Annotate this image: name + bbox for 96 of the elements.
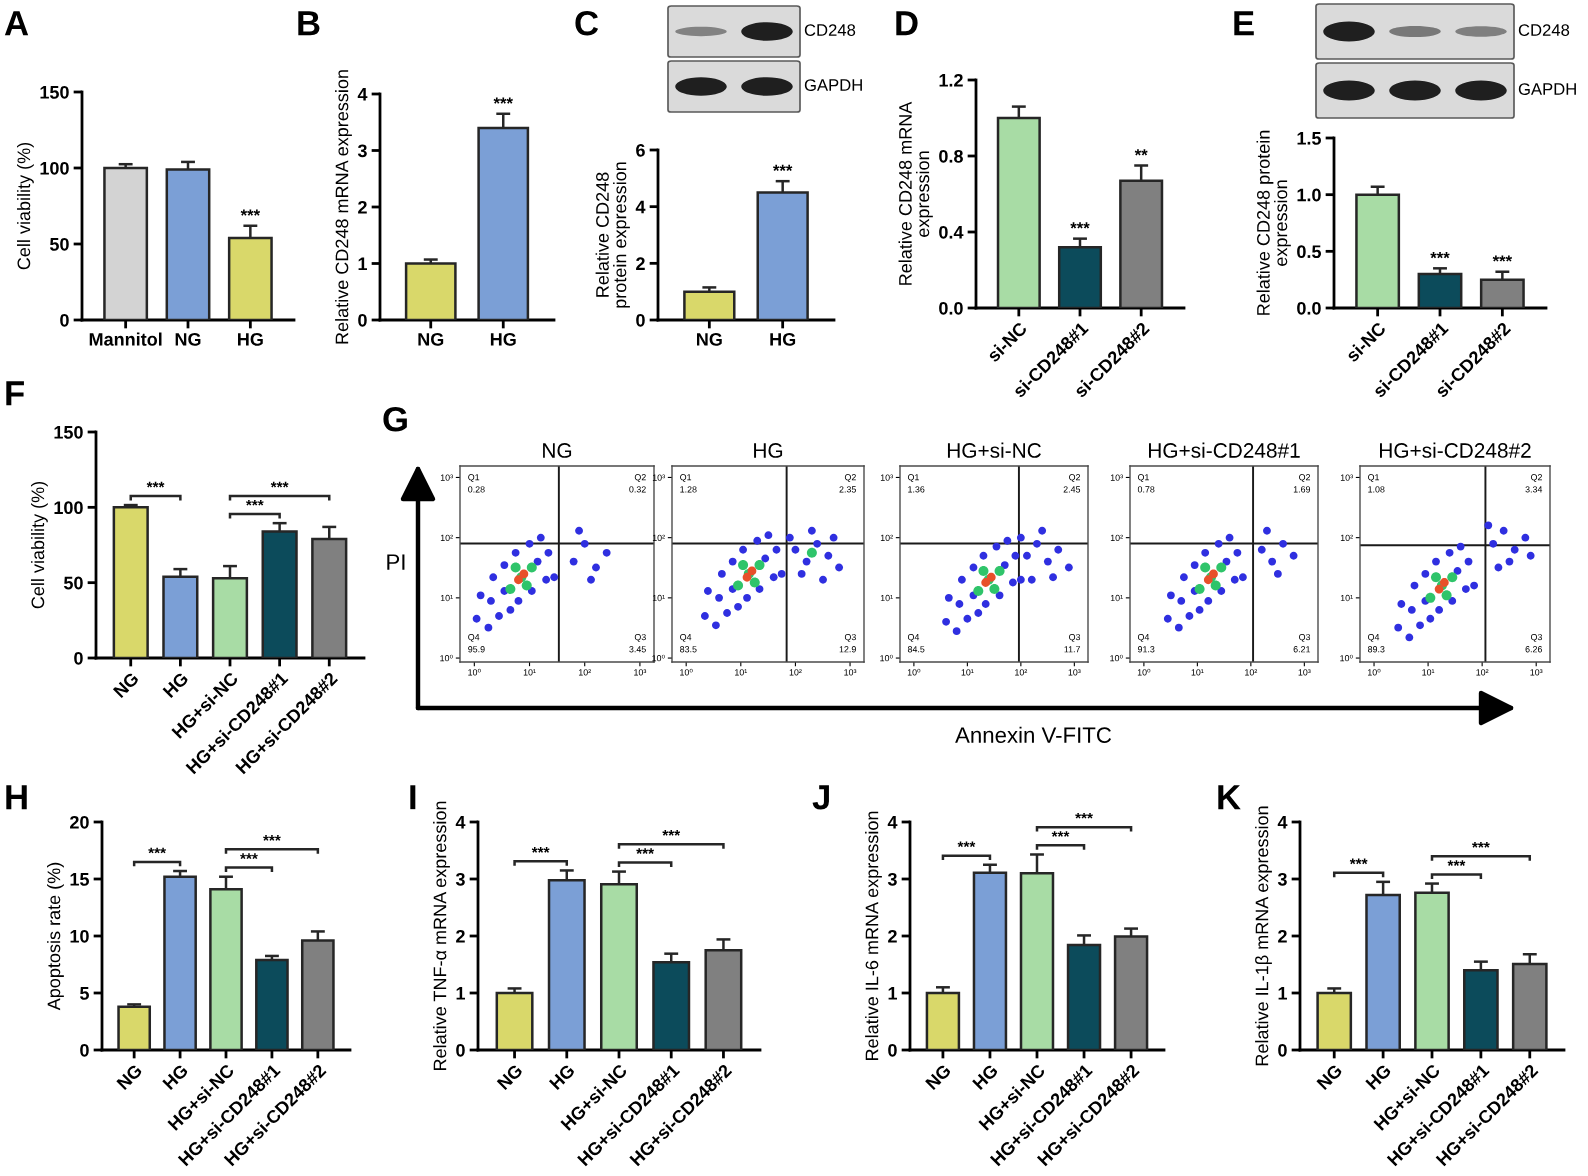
y-axis-title: Relative CD248 protein expression (1256, 130, 1291, 315)
y-tick-label: 2 (636, 257, 645, 270)
x-tick-label: Mannitol (89, 332, 162, 346)
text: GAPDH (804, 79, 862, 91)
y-tick-label: 150 (40, 85, 69, 99)
y-axis-title: Relative CD248 mRNA expression (335, 70, 352, 344)
y-tick-label: 0.5 (1297, 245, 1321, 259)
x-tick-label: HG (770, 332, 796, 346)
text: CD248 (804, 24, 856, 36)
y-tick-label: 2 (358, 200, 367, 214)
y-tick-label: 0 (636, 313, 645, 327)
y-axis-title: Relative IL-1β mRNA expression (1255, 806, 1272, 1066)
annotation: *** (240, 209, 261, 216)
y-tick-label: 5 (80, 987, 89, 1000)
chart-title: E (1234, 11, 1254, 36)
chart-title: HG+si-CD248#2 (1380, 442, 1531, 458)
annotation: *** (1070, 222, 1090, 229)
y-tick-label: 2 (1278, 929, 1287, 943)
y-tick-label: 1.0 (1297, 188, 1321, 202)
annotation: *** (493, 97, 513, 104)
x-tick-label: NG (175, 332, 201, 346)
y-tick-label: 0 (358, 313, 367, 327)
chart-title: B (298, 11, 320, 36)
chart-title: J (812, 785, 829, 810)
y-tick-label: 4 (1277, 816, 1288, 829)
y-tick-label: 0 (1278, 1043, 1287, 1057)
chart-title: I (410, 785, 416, 810)
y-axis-title: PI (387, 554, 405, 570)
y-tick-label: 0 (456, 1043, 465, 1057)
y-tick-label: 100 (54, 501, 83, 515)
annotation: ** (1134, 149, 1148, 156)
chart-title: HG+si-NC (947, 442, 1041, 458)
y-tick-label: 1 (888, 987, 897, 1000)
y-tick-label: 50 (49, 237, 69, 251)
y-tick-label: 1 (456, 987, 465, 1000)
y-tick-label: 150 (54, 425, 83, 439)
chart-title: K (1218, 785, 1241, 810)
y-axis-title: Relative CD248 mRNA expression (898, 101, 933, 285)
y-tick-label: 0.4 (939, 225, 964, 239)
chart-title: F (6, 381, 24, 406)
text: CD248 (1518, 24, 1570, 36)
y-tick-label: 1 (358, 257, 367, 271)
annotation: *** (1492, 255, 1513, 262)
x-tick-label: NG (924, 1063, 952, 1091)
y-tick-label: 3 (1277, 872, 1287, 886)
y-tick-label: 0.0 (939, 301, 963, 315)
y-tick-label: 4 (357, 88, 368, 101)
chart-title: C (575, 10, 599, 36)
y-tick-label: 0.0 (1297, 301, 1321, 315)
y-tick-label: 0 (888, 1043, 897, 1057)
y-tick-label: 3 (357, 144, 367, 158)
x-tick-label: NG (112, 671, 140, 699)
x-tick-label: NG (496, 1063, 524, 1091)
y-tick-label: 4 (635, 200, 646, 214)
y-axis-title: Relative IL-6 mRNA expression (865, 811, 882, 1060)
x-tick-label: NG (1316, 1063, 1343, 1091)
y-tick-label: 0 (74, 651, 83, 665)
y-axis-title: Apoptosis rate (%) (47, 862, 64, 1011)
y-tick-label: 20 (70, 815, 89, 829)
y-tick-label: 1.2 (939, 73, 963, 87)
y-tick-label: 2 (888, 929, 897, 943)
y-tick-label: 4 (887, 816, 898, 829)
x-tick-label: HG (238, 332, 263, 346)
y-tick-label: 6 (636, 143, 645, 157)
chart-title: H (6, 785, 27, 810)
y-axis-title: Relative TNF-α mRNA expression (433, 801, 450, 1071)
x-tick-label: NG (116, 1063, 143, 1091)
y-axis-title: Cell viability (%) (30, 481, 48, 609)
y-tick-label: 1.5 (1297, 132, 1321, 145)
chart-title: D (896, 11, 918, 36)
chart-title: HG (754, 443, 783, 458)
chart-title: NG (543, 443, 572, 458)
annotation: *** (1430, 252, 1450, 259)
y-tick-label: 0 (80, 1043, 89, 1057)
chart-title: HG+si-CD248#1 (1149, 442, 1300, 458)
y-tick-label: 100 (40, 161, 69, 175)
y-tick-label: 3 (887, 872, 897, 886)
y-tick-label: 1 (1278, 987, 1287, 1000)
annotation: *** (772, 164, 793, 172)
y-tick-label: 0 (60, 313, 69, 327)
chart-subtitle: G (383, 406, 407, 432)
x-axis-title: Annexin V-FITC (955, 726, 1112, 743)
y-tick-label: 4 (455, 816, 466, 829)
y-axis-title: Relative CD248 protein expression (595, 162, 630, 308)
x-tick-label: NG (418, 332, 444, 346)
y-tick-label: 3 (455, 872, 465, 886)
y-tick-label: 10 (70, 929, 89, 943)
y-tick-label: 15 (70, 873, 89, 886)
x-tick-label: HG (490, 332, 516, 346)
y-axis-title: Cell viability (%) (16, 142, 34, 270)
y-tick-label: 2 (456, 929, 465, 943)
y-tick-label: 50 (63, 576, 83, 590)
chart-title: A (4, 11, 29, 36)
x-tick-label: NG (697, 332, 722, 346)
text: GAPDH (1518, 83, 1576, 95)
y-tick-label: 0.8 (939, 149, 963, 163)
